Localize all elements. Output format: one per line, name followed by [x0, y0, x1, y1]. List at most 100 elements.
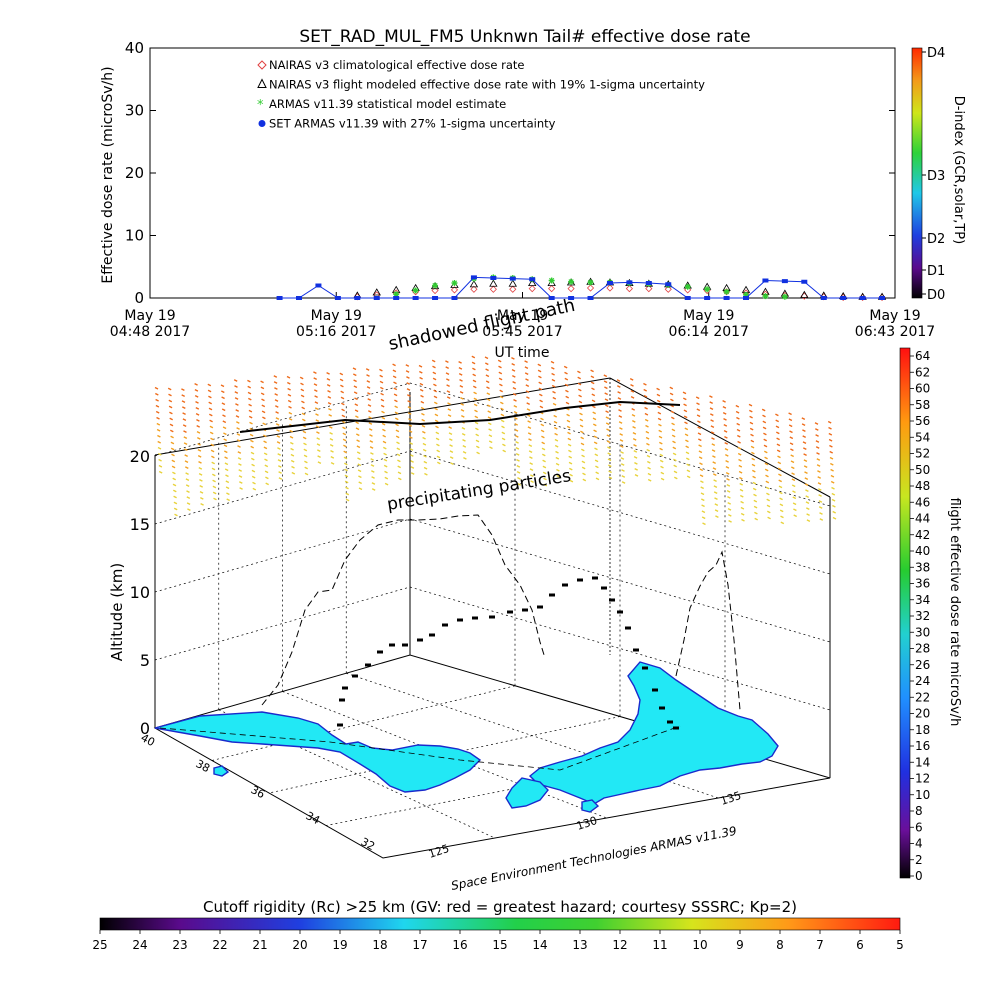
particle-mark	[368, 416, 372, 419]
particle-mark	[684, 421, 688, 425]
particle-mark	[656, 387, 660, 391]
particle-mark	[645, 424, 649, 428]
particle-mark	[539, 405, 544, 409]
particle-mark	[379, 386, 384, 390]
particle-mark	[315, 419, 320, 423]
particle-mark	[446, 396, 451, 400]
particle-mark	[722, 412, 727, 415]
particle-mark	[647, 478, 652, 482]
particle-mark	[617, 403, 622, 406]
particle-mark	[608, 476, 613, 480]
particle-mark	[595, 471, 600, 475]
dose-tick-label: 16	[915, 739, 930, 753]
particle-mark	[814, 428, 819, 431]
particle-mark	[366, 380, 371, 383]
particle-mark	[607, 464, 612, 468]
particle-mark	[714, 509, 719, 512]
particle-mark	[277, 465, 282, 468]
particle-mark	[604, 398, 609, 402]
particle-mark	[789, 430, 793, 434]
particle-mark	[604, 386, 608, 390]
particle-mark	[788, 424, 793, 428]
particle-mark	[525, 378, 529, 382]
particle-mark	[263, 446, 268, 450]
particle-mark	[538, 387, 543, 391]
top-series	[276, 274, 887, 301]
particle-mark	[530, 480, 534, 484]
particle-mark	[645, 430, 650, 434]
armas-model-stroke	[762, 293, 769, 299]
nairas-flight-point	[469, 280, 479, 288]
particle-mark	[383, 464, 388, 468]
particle-mark	[764, 462, 769, 466]
particle-mark	[738, 464, 743, 468]
particle-mark	[171, 459, 176, 463]
dose-tick-label: 26	[915, 658, 930, 672]
particle-mark	[275, 411, 279, 414]
particle-mark	[343, 456, 348, 460]
particle-mark	[475, 427, 479, 431]
armas-model-point	[587, 279, 594, 286]
particle-mark	[513, 404, 518, 408]
particle-mark	[485, 380, 490, 384]
particle-mark	[577, 388, 582, 392]
particle-mark	[420, 394, 424, 398]
particle-mark	[406, 394, 411, 397]
particle-mark	[301, 412, 306, 416]
particle-mark	[251, 469, 256, 473]
particle-mark	[209, 419, 213, 423]
particle-mark	[352, 373, 357, 377]
particle-mark	[250, 445, 255, 449]
particle-mark	[511, 374, 516, 378]
particle-mark	[326, 383, 331, 387]
particle-mark	[158, 464, 163, 468]
particle-mark	[538, 381, 543, 385]
particle-mark	[302, 436, 307, 440]
particle-mark	[591, 387, 595, 391]
particle-mark	[778, 473, 782, 477]
x-tick-label-time: 06:43 2017	[855, 324, 935, 340]
particle-mark	[418, 364, 423, 368]
particle-mark	[776, 443, 781, 447]
particle-mark	[406, 388, 411, 391]
longitude-tick-label: 130	[575, 814, 599, 833]
particle-mark	[711, 443, 716, 446]
particle-mark	[765, 474, 769, 478]
particle-mark	[814, 422, 819, 425]
particle-mark	[780, 521, 785, 525]
dose-tick-label: 38	[915, 560, 930, 574]
particle-mark	[394, 417, 399, 421]
particle-mark	[315, 425, 320, 429]
particle-mark	[776, 437, 780, 441]
particle-mark	[567, 431, 571, 435]
particle-mark	[752, 475, 756, 479]
particle-mark	[207, 383, 212, 387]
particle-mark	[582, 472, 586, 476]
particle-mark	[181, 394, 186, 398]
altitude-label: Altitude (km)	[108, 563, 126, 661]
particle-mark	[792, 502, 797, 506]
particle-mark	[212, 485, 217, 489]
particle-mark	[657, 417, 662, 421]
particle-mark	[261, 410, 266, 414]
particle-mark	[802, 429, 806, 432]
particle-mark	[488, 440, 493, 444]
particle-mark	[526, 414, 531, 418]
particle-mark	[766, 510, 771, 514]
dose-tick-label: 10	[915, 788, 930, 802]
particle-mark	[764, 468, 769, 472]
particle-mark	[696, 402, 700, 406]
cutoff-tick-label: 5	[896, 938, 904, 952]
particle-mark	[725, 460, 729, 463]
particle-mark	[631, 414, 636, 417]
particle-mark	[484, 362, 489, 366]
particle-mark	[459, 378, 463, 382]
particle-mark	[817, 488, 822, 491]
particle-mark	[329, 431, 333, 435]
particle-mark	[710, 425, 715, 428]
particle-mark	[208, 413, 213, 417]
particle-mark	[436, 443, 440, 447]
particle-mark	[552, 402, 557, 406]
particle-mark	[448, 438, 453, 442]
